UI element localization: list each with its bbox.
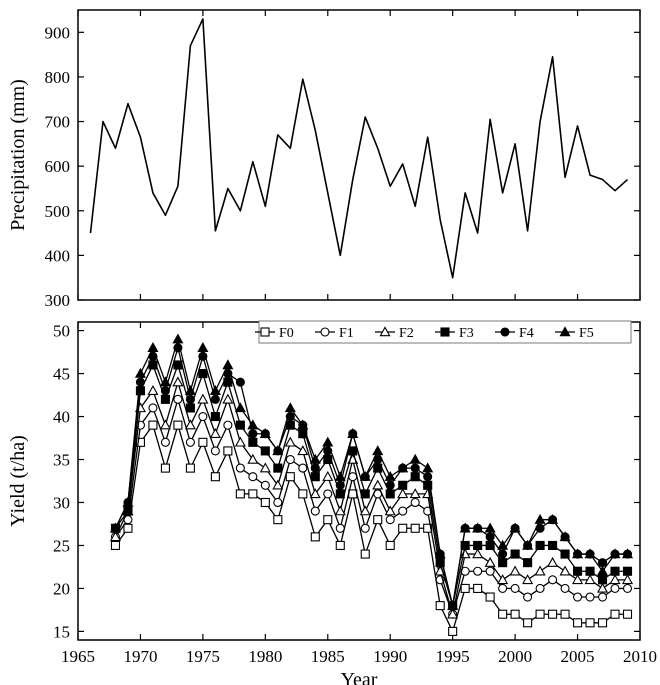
y-tick-label: 300 bbox=[45, 291, 71, 310]
y-tick-label: 900 bbox=[45, 23, 71, 42]
x-tick-label: 1980 bbox=[248, 647, 282, 666]
legend-label: F2 bbox=[399, 326, 414, 341]
y-tick-label: 800 bbox=[45, 68, 71, 87]
y-tick-label: 600 bbox=[45, 157, 71, 176]
x-tick-label: 1965 bbox=[61, 647, 95, 666]
x-tick-label: 1990 bbox=[373, 647, 407, 666]
y-tick-label: 400 bbox=[45, 246, 71, 265]
y-tick-label: 50 bbox=[53, 322, 70, 341]
dual-panel-chart: 300 400 500 600 700 800 900 Precipitation (mm) 1… bbox=[0, 0, 660, 685]
x-tick-label: 1985 bbox=[311, 647, 345, 666]
y-tick-label: 15 bbox=[53, 622, 70, 641]
legend-label: F4 bbox=[519, 326, 534, 341]
x-tick-label: 1970 bbox=[123, 647, 157, 666]
legend-label: F0 bbox=[279, 326, 294, 341]
legend-label: F1 bbox=[339, 326, 354, 341]
figure-container: 300 400 500 600 700 800 900 Precipitation (mm) 1… bbox=[0, 0, 660, 685]
y-axis-label: Yield (t/ha) bbox=[7, 435, 29, 527]
yield-series-line bbox=[115, 425, 627, 631]
y-tick-label: 45 bbox=[53, 365, 70, 384]
x-axis-label: Year bbox=[341, 669, 378, 685]
x-tick-label: 1975 bbox=[186, 647, 220, 666]
x-tick-label: 2000 bbox=[498, 647, 532, 666]
x-tick-label: 1995 bbox=[436, 647, 470, 666]
y-tick-label: 30 bbox=[53, 493, 70, 512]
legend-label: F5 bbox=[579, 326, 594, 341]
y-tick-label: 35 bbox=[53, 451, 70, 470]
y-tick-label: 500 bbox=[45, 202, 71, 221]
y-axis-label: Precipitation (mm) bbox=[7, 79, 29, 231]
precipitation-line bbox=[90, 19, 627, 278]
x-tick-label: 2010 bbox=[623, 647, 657, 666]
y-tick-label: 20 bbox=[53, 579, 70, 598]
y-tick-label: 40 bbox=[53, 408, 70, 427]
y-tick-label: 25 bbox=[53, 536, 70, 555]
legend-label: F3 bbox=[459, 326, 474, 341]
x-tick-label: 2005 bbox=[561, 647, 595, 666]
y-tick-label: 700 bbox=[45, 113, 71, 132]
